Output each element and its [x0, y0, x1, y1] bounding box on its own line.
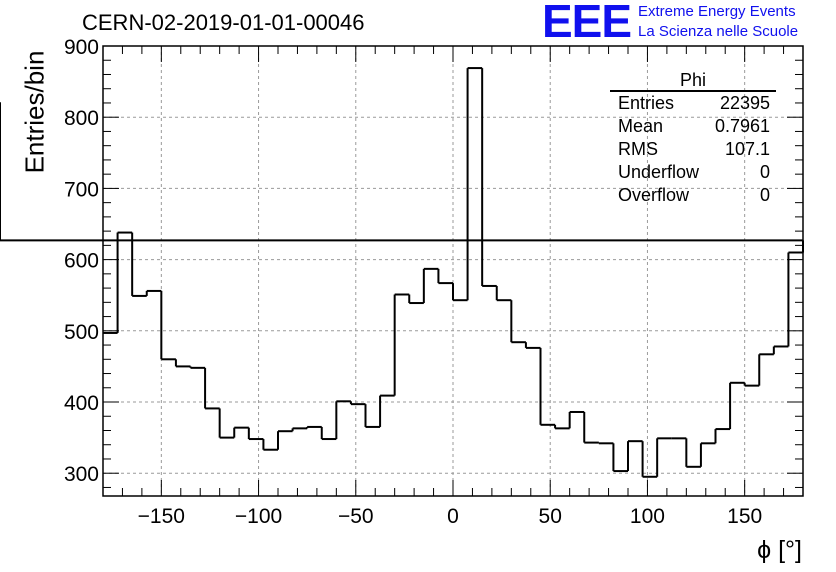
eee-logo-line2: La Scienza nelle Scuole: [638, 23, 799, 40]
stats-value: 107.1: [724, 139, 770, 159]
x-tick-label: −100: [235, 505, 282, 528]
stats-row-overflow: Overflow 0: [610, 184, 776, 207]
y-tick-label: 900: [64, 36, 99, 59]
eee-logo: EEE: [542, 0, 632, 47]
x-axis-label: ϕ [°]: [757, 536, 802, 564]
eee-logo-line1: Extreme Energy Events: [638, 3, 796, 20]
y-tick-label: 300: [64, 463, 99, 486]
stats-box: Phi Entries 22395 Mean 0.7961 RMS 107.1 …: [610, 70, 776, 207]
y-axis-label: Entries/bin: [19, 50, 50, 174]
stats-label: Entries: [618, 93, 675, 113]
y-tick-label: 600: [64, 250, 99, 273]
y-tick-label: 400: [64, 392, 99, 415]
stats-label: RMS: [618, 139, 658, 159]
stats-label: Mean: [618, 116, 664, 136]
y-tick-label: 500: [64, 321, 99, 344]
stats-row-entries: Entries 22395: [610, 92, 776, 115]
x-tick-label: 0: [447, 505, 459, 528]
x-tick-label: 150: [727, 505, 762, 528]
plot-frame: [102, 45, 804, 497]
y-tick-label: 800: [64, 107, 99, 130]
x-tick-label: 50: [539, 505, 562, 528]
stats-value: 0.7961: [714, 116, 770, 136]
x-tick-label: 100: [630, 505, 665, 528]
stats-title: Phi: [610, 70, 776, 92]
chart-title: CERN-02-2019-01-01-00046: [82, 10, 365, 35]
stats-value: 22395: [719, 93, 770, 113]
stats-label: Underflow: [618, 162, 700, 182]
stats-row-mean: Mean 0.7961: [610, 115, 776, 138]
x-tick-label: −150: [138, 505, 185, 528]
stats-label: Overflow: [618, 185, 690, 205]
y-tick-label: 700: [64, 178, 99, 201]
stats-row-underflow: Underflow 0: [610, 161, 776, 184]
stats-value: 0: [759, 162, 770, 182]
stats-row-rms: RMS 107.1: [610, 138, 776, 161]
stats-value: 0: [759, 185, 770, 205]
x-tick-label: −50: [338, 505, 374, 528]
